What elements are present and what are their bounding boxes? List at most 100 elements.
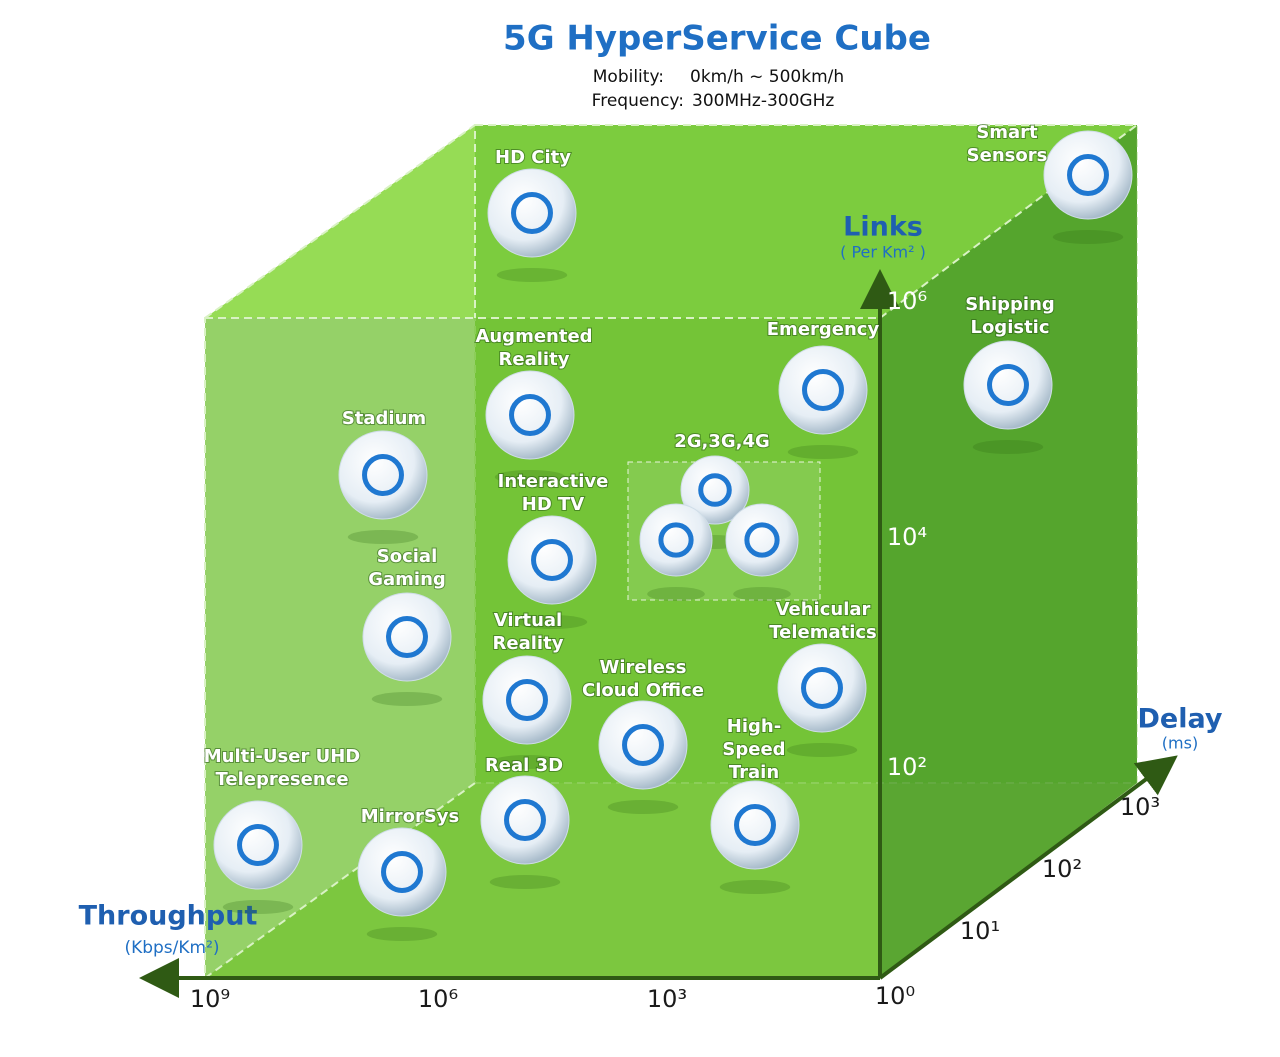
axis-label: Delay	[1138, 704, 1223, 735]
icon-glyph	[622, 724, 664, 766]
tick-label: 10⁶	[887, 287, 927, 315]
tick-label: 10²	[1042, 855, 1082, 883]
shadow	[491, 755, 563, 769]
tick-label: 10¹	[960, 917, 1000, 945]
shadow	[972, 440, 1044, 454]
node-label: Wireless	[600, 657, 687, 678]
node-label: Logistic	[970, 317, 1049, 338]
icon-ball	[777, 643, 867, 733]
icon-ball	[213, 800, 303, 890]
shadow	[371, 692, 443, 706]
tick-label: 10³	[1120, 793, 1160, 821]
icon-glyph	[511, 192, 553, 234]
icon-ball	[507, 515, 597, 605]
node-label: Emergency	[767, 319, 880, 340]
shadow	[494, 470, 566, 484]
shadow	[347, 530, 419, 544]
icon-glyph	[509, 394, 551, 436]
icon-ball	[680, 455, 750, 525]
icon-glyph	[802, 369, 844, 411]
shadow	[786, 743, 858, 757]
node-label: Smart	[976, 122, 1038, 143]
node-label: Social	[377, 546, 438, 567]
shadow	[607, 800, 679, 814]
axis-unit: (ms)	[1162, 734, 1198, 753]
icon-glyph	[506, 679, 548, 721]
axis-unit: (Kbps/Km²)	[124, 938, 219, 958]
node-label: Speed	[722, 739, 785, 760]
icon-glyph	[987, 364, 1029, 406]
node-label: Sensors	[967, 145, 1048, 166]
node-label: Augmented	[475, 326, 592, 347]
icon-glyph	[504, 799, 546, 841]
icon-ball	[357, 827, 447, 917]
icon-ball	[485, 370, 575, 460]
shadow	[366, 927, 438, 941]
icon-glyph	[381, 851, 423, 893]
icon-glyph	[362, 454, 404, 496]
node-label: High-	[727, 716, 781, 737]
node-label: Telematics	[769, 622, 877, 643]
tick-label: 10⁴	[887, 523, 927, 551]
tick-label: 10⁶	[418, 985, 458, 1013]
shadow	[647, 587, 705, 601]
tick-label: 10⁹	[190, 985, 230, 1013]
axis-unit: ( Per Km² )	[840, 243, 926, 262]
icon-ball	[1043, 130, 1133, 220]
node-label: Stadium	[342, 408, 426, 429]
node-label: 2G,3G,4G	[674, 431, 770, 452]
service-node: Real 3D	[480, 754, 570, 889]
icon-ball	[362, 592, 452, 682]
tick-label: 10⁰	[875, 982, 915, 1010]
icon-glyph	[734, 804, 776, 846]
icon-glyph	[1067, 154, 1109, 196]
node-label: Multi-User UHD	[204, 746, 360, 767]
right-face	[880, 125, 1137, 978]
icon-ball	[598, 700, 688, 790]
service-node: HD City	[487, 146, 577, 282]
icon-glyph	[386, 616, 428, 658]
shadow	[516, 615, 588, 629]
node-label: Shipping	[965, 294, 1055, 315]
frequency-value: 300MHz-300GHz	[692, 91, 834, 111]
shadow	[489, 875, 561, 889]
node-label: Reality	[499, 349, 570, 370]
service-node: Emergency	[766, 318, 880, 459]
frequency-label: Frequency:	[592, 91, 684, 111]
service-node: 2G,3G,4G	[639, 430, 799, 601]
icon-ball	[338, 430, 428, 520]
icon-ball	[725, 503, 799, 577]
icon-ball	[963, 340, 1053, 430]
node-label: Telepresence	[215, 769, 348, 790]
icon-glyph	[237, 824, 279, 866]
tick-label: 10²	[887, 753, 927, 781]
icon-ball	[639, 503, 713, 577]
icon-glyph	[801, 667, 843, 709]
icon-ball	[710, 780, 800, 870]
node-label: HD City	[495, 147, 571, 168]
shadow	[1052, 230, 1124, 244]
node-label: MirrorSys	[361, 806, 460, 827]
icon-ball	[482, 655, 572, 745]
service-node: MirrorSys	[357, 805, 460, 941]
mobility-label: Mobility:	[593, 67, 664, 87]
node-label: Cloud Office	[582, 680, 704, 701]
shadow	[496, 268, 568, 282]
node-label: Vehicular	[776, 599, 871, 620]
edge	[204, 782, 476, 979]
shadow	[733, 587, 791, 601]
node-label: Virtual	[494, 610, 562, 631]
node-label: Interactive	[498, 471, 609, 492]
axis-label: Links	[843, 212, 923, 243]
tick-label: 10³	[647, 985, 687, 1013]
mobility-value: 0km/h ~ 500km/h	[690, 67, 844, 87]
node-label: Gaming	[368, 569, 446, 590]
